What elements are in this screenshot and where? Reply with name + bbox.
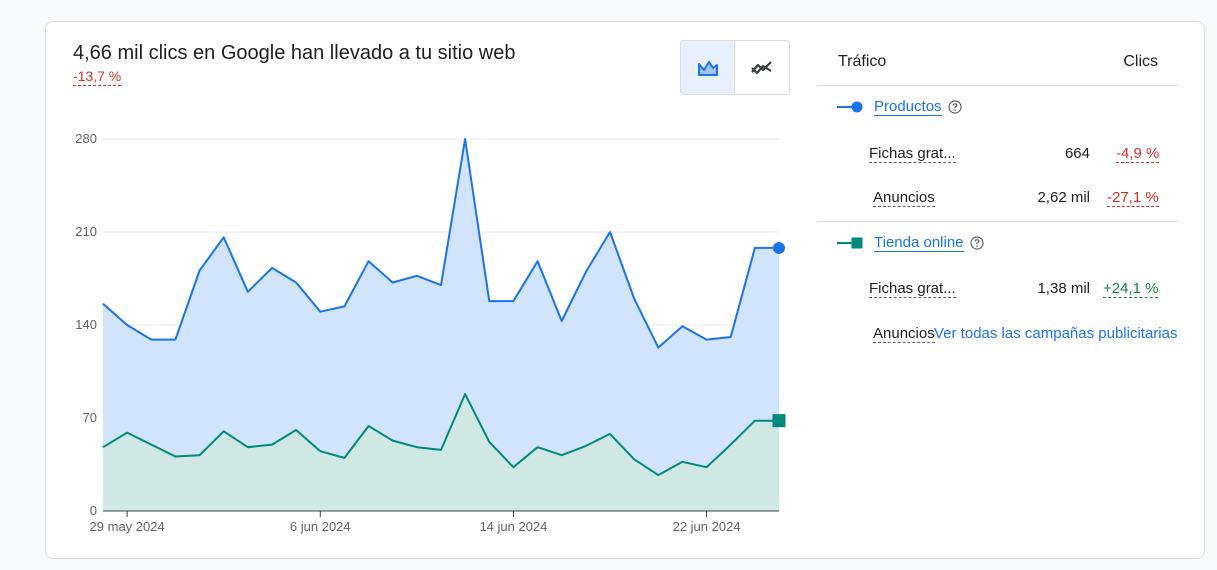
y-tick-label: 280 (75, 131, 97, 146)
clicks-change[interactable]: -13,7 % (73, 68, 122, 86)
group-productos-link[interactable]: Productos (874, 98, 942, 116)
group-productos: Productos (836, 98, 962, 116)
x-tick-label: 6 jun 2024 (290, 519, 351, 534)
y-tick-label: 140 (75, 317, 97, 332)
productos-end-marker (773, 241, 785, 254)
row-fichas-tienda-change[interactable]: +24,1 % (1103, 280, 1159, 298)
line-chart-icon (751, 60, 772, 74)
row-fichas-tienda-label[interactable]: Fichas grat... (869, 280, 956, 298)
tienda-online-end-marker (772, 414, 786, 428)
help-icon[interactable] (969, 236, 984, 250)
row-fichas-tienda-value: 1,38 mil (1037, 280, 1090, 297)
group-divider (817, 221, 1178, 222)
group-tienda-link[interactable]: Tienda online (874, 234, 964, 252)
header-divider (817, 85, 1178, 86)
area-chart-icon (697, 60, 718, 76)
row-anuncios-productos-change[interactable]: -27,1 % (1107, 189, 1159, 207)
x-tick-label: 22 jun 2024 (673, 519, 741, 534)
row-anuncios-productos-value: 2,62 mil (1037, 189, 1090, 206)
productos-legend-marker-icon (837, 101, 863, 113)
x-tick-label: 29 may 2024 (90, 519, 165, 534)
clicks-chart: 0 70 140 210 280 29 may 2024 6 jun 2024 14 jun … (75, 131, 786, 534)
row-fichas-productos-change[interactable]: -4,9 % (1116, 145, 1160, 163)
line-chart-toggle-button[interactable] (735, 41, 789, 94)
group-tienda: Tienda online (836, 234, 984, 252)
y-tick-label: 0 (90, 503, 97, 518)
area-chart-toggle-button[interactable] (681, 41, 736, 94)
clicks-headline: 4,66 mil clics en Google han llevado a t… (73, 42, 516, 64)
help-icon[interactable] (947, 100, 962, 114)
x-tick-label: 14 jun 2024 (479, 519, 547, 534)
tienda-online-area (103, 394, 779, 511)
productos-line (102, 138, 779, 349)
tienda-legend-marker-icon (837, 237, 863, 249)
y-tick-label: 210 (75, 224, 97, 239)
row-anuncios-tienda-label[interactable]: Anuncios (873, 325, 935, 343)
row-fichas-productos-label[interactable]: Fichas grat... (869, 145, 956, 163)
all-campaigns-link[interactable]: Ver todas las campañas publicitarias (934, 325, 1178, 342)
row-anuncios-productos-label[interactable]: Anuncios (873, 189, 935, 207)
traffic-column-header: Tráfico (838, 53, 887, 70)
y-tick-label: 70 (83, 410, 97, 425)
tienda-online-line (102, 393, 779, 477)
clicks-column-header: Clics (1123, 53, 1158, 70)
chart-type-toggle (680, 40, 790, 95)
row-fichas-productos-value: 664 (1064, 145, 1090, 162)
